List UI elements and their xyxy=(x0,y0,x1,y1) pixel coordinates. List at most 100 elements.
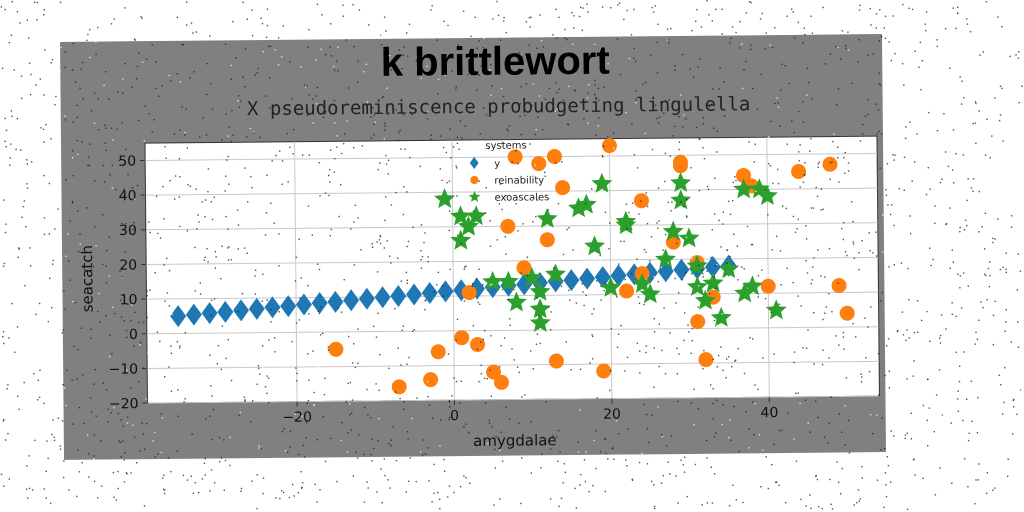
noise-dot xyxy=(43,402,45,405)
noise-dot xyxy=(336,146,338,148)
noise-dot xyxy=(799,186,801,188)
noise-dot xyxy=(818,248,820,251)
noise-dot xyxy=(921,20,923,23)
noise-dot xyxy=(9,157,11,159)
noise-dot xyxy=(53,439,56,442)
exoascales-point xyxy=(584,235,606,256)
noise-dot xyxy=(948,276,951,279)
legend-title: systems xyxy=(485,140,526,151)
noise-dot xyxy=(251,502,253,504)
noise-dot xyxy=(353,264,356,266)
noise-dot xyxy=(80,68,82,70)
noise-dot xyxy=(133,345,135,347)
noise-dot xyxy=(888,41,890,43)
noise-dot xyxy=(64,66,66,69)
noise-dot xyxy=(506,128,508,131)
noise-dot xyxy=(1015,54,1017,56)
y-point xyxy=(280,295,297,318)
noise-dot xyxy=(753,343,756,345)
noise-dot xyxy=(675,302,677,304)
noise-dot xyxy=(646,205,649,208)
noise-dot xyxy=(934,205,936,207)
noise-dot xyxy=(271,160,273,162)
noise-dot xyxy=(465,423,467,425)
noise-dot xyxy=(230,78,232,80)
noise-dot xyxy=(182,43,185,46)
noise-dot xyxy=(465,498,468,500)
noise-dot xyxy=(534,164,536,166)
noise-dot xyxy=(160,451,162,454)
noise-dot xyxy=(38,276,40,278)
noise-dot xyxy=(896,330,899,333)
noise-dot xyxy=(571,142,573,144)
noise-dot xyxy=(34,269,36,271)
noise-dot xyxy=(555,8,557,11)
noise-dot xyxy=(21,312,23,314)
noise-dot xyxy=(478,180,480,182)
noise-dot xyxy=(989,275,991,277)
noise-dot xyxy=(190,475,192,477)
noise-dot xyxy=(582,291,584,293)
noise-dot xyxy=(600,285,602,287)
noise-dot xyxy=(678,148,680,151)
noise-dot xyxy=(793,351,796,353)
noise-dot xyxy=(302,444,304,447)
noise-dot xyxy=(852,322,854,325)
noise-dot xyxy=(716,151,718,153)
noise-dot xyxy=(387,173,389,175)
noise-dot xyxy=(397,347,399,349)
noise-dot xyxy=(898,471,900,473)
noise-dot xyxy=(319,314,321,316)
y-point xyxy=(343,289,360,312)
noise-dot xyxy=(444,373,447,376)
noise-dot xyxy=(131,86,133,88)
noise-dot xyxy=(790,241,793,243)
noise-dot xyxy=(363,501,366,503)
noise-dot xyxy=(48,233,51,235)
noise-dot xyxy=(406,279,408,281)
noise-dot xyxy=(987,267,990,270)
noise-dot xyxy=(583,118,585,120)
noise-dot xyxy=(612,147,615,149)
noise-dot xyxy=(558,471,560,473)
noise-dot xyxy=(833,133,835,135)
noise-dot xyxy=(170,345,172,347)
noise-dot xyxy=(554,14,556,17)
noise-dot xyxy=(161,85,163,87)
noise-dot xyxy=(693,309,696,312)
noise-dot xyxy=(651,148,654,151)
noise-dot xyxy=(176,341,179,343)
noise-dot xyxy=(816,195,819,198)
noise-dot xyxy=(111,164,113,166)
noise-dot xyxy=(93,92,96,94)
noise-dot xyxy=(455,167,458,169)
noise-dot xyxy=(1004,330,1006,332)
noise-dot xyxy=(551,324,554,327)
noise-dot xyxy=(449,416,451,419)
noise-dot xyxy=(305,238,307,240)
noise-dot xyxy=(758,10,761,12)
noise-dot xyxy=(716,366,719,368)
noise-dot xyxy=(985,162,987,164)
noise-dot xyxy=(165,157,167,159)
noise-dot xyxy=(949,207,951,209)
noise-dot xyxy=(412,330,414,332)
noise-dot xyxy=(108,98,110,100)
noise-dot xyxy=(591,188,593,190)
noise-dot xyxy=(89,34,91,37)
noise-dot xyxy=(778,484,780,486)
noise-dot xyxy=(810,282,812,285)
noise-dot xyxy=(912,459,915,461)
noise-dot xyxy=(721,8,723,11)
noise-dot xyxy=(499,449,501,452)
noise-dot xyxy=(966,398,968,400)
noise-dot xyxy=(858,500,860,502)
noise-dot xyxy=(542,46,545,48)
noise-dot xyxy=(254,269,257,271)
noise-dot xyxy=(264,386,267,388)
noise-dot xyxy=(278,233,280,235)
noise-dot xyxy=(62,476,65,479)
noise-dot xyxy=(575,302,578,304)
noise-dot xyxy=(1012,456,1014,459)
noise-dot xyxy=(757,296,759,298)
